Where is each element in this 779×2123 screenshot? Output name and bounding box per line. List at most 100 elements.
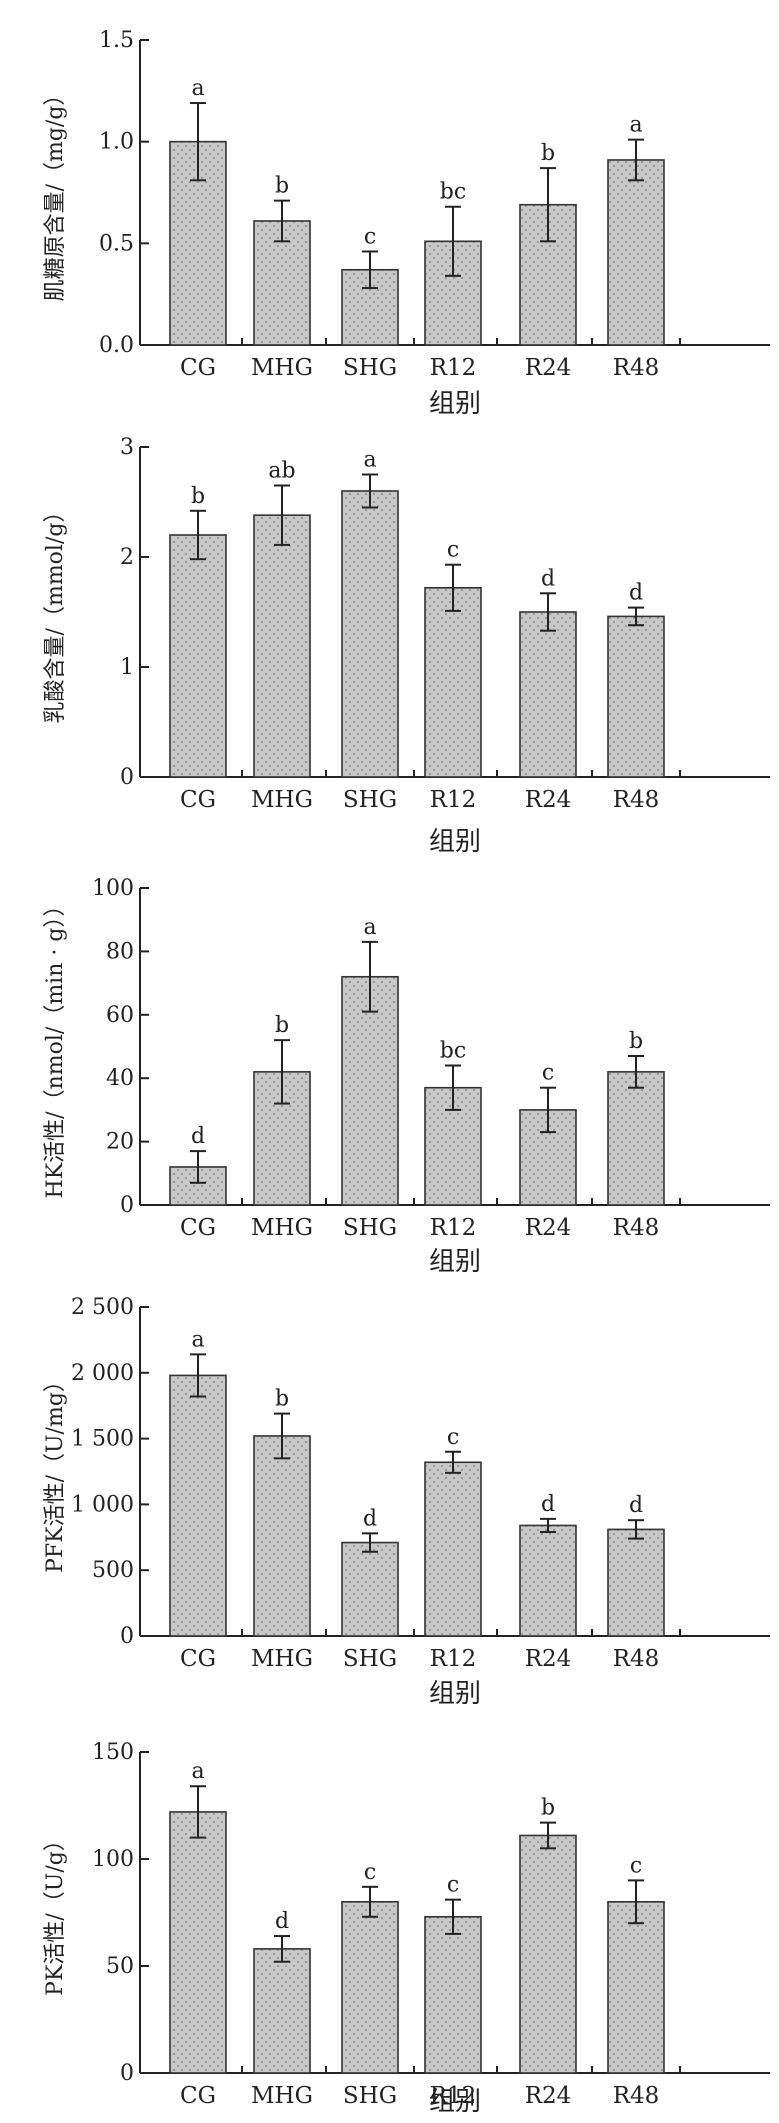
significance-letter: a bbox=[363, 915, 376, 940]
significance-letter: d bbox=[629, 1493, 643, 1518]
significance-letter: b bbox=[541, 1796, 555, 1821]
error-bar-cg bbox=[190, 509, 206, 561]
error-bar-r48 bbox=[628, 138, 644, 182]
y-axis-label: HK活性/（nmol/（min · g）） bbox=[43, 895, 68, 1199]
error-bar-r12 bbox=[445, 1450, 461, 1474]
error-bar-mhg bbox=[274, 199, 290, 243]
significance-letter: c bbox=[364, 1860, 376, 1885]
error-bar-cg bbox=[190, 1785, 206, 1839]
x-tick-label: R48 bbox=[613, 787, 660, 813]
chart-panel-3: 0 20 40 60 80 100 d CG b MHG a SHG bc R12 c R24 b R48 组别 HK… bbox=[43, 876, 770, 1277]
error-bar-r24 bbox=[540, 167, 556, 243]
y-axis-label: 肌糖原含量/（mg/g） bbox=[43, 84, 68, 302]
bar-r12 bbox=[424, 586, 482, 778]
error-bar-r48 bbox=[628, 1519, 644, 1540]
y-tick-label: 0 bbox=[120, 1193, 134, 1218]
y-tick-label: 1.5 bbox=[99, 28, 134, 53]
x-tick-label: SHG bbox=[343, 1646, 397, 1672]
y-axis-label: PK活性/（U/g） bbox=[43, 1829, 68, 1996]
bar-r24 bbox=[519, 1834, 577, 2074]
bar-shg bbox=[341, 268, 399, 346]
significance-letter: a bbox=[363, 448, 376, 473]
significance-letter: ab bbox=[268, 459, 295, 484]
significance-letter: d bbox=[363, 1506, 377, 1531]
error-bar-mhg bbox=[274, 1039, 290, 1105]
significance-letter: a bbox=[191, 76, 204, 101]
x-tick-label: R12 bbox=[430, 355, 477, 381]
y-tick-label: 50 bbox=[106, 1954, 134, 1979]
y-tick-label: 2 500 bbox=[71, 1295, 134, 1320]
x-tick-label: R24 bbox=[525, 787, 572, 813]
bar-r48 bbox=[607, 1901, 665, 2074]
bar-r12 bbox=[424, 1915, 482, 2074]
bar-r48 bbox=[607, 1528, 665, 1637]
x-tick-label: R12 bbox=[430, 1646, 477, 1672]
x-tick-label: R12 bbox=[430, 2083, 477, 2109]
error-bar-r12 bbox=[445, 205, 461, 277]
significance-letter: c bbox=[630, 1853, 642, 1878]
x-axis-label: 组别 bbox=[429, 1247, 481, 1277]
bar-shg bbox=[341, 975, 399, 1206]
error-bar-r48 bbox=[628, 1879, 644, 1925]
bar-r48 bbox=[607, 159, 665, 346]
y-tick-label: 0 bbox=[120, 1624, 134, 1649]
error-bar-r24 bbox=[540, 592, 556, 632]
y-tick-label: 150 bbox=[92, 1740, 134, 1765]
bar-cg bbox=[169, 534, 227, 778]
x-axis-label: 组别 bbox=[429, 1679, 481, 1709]
y-tick-label: 3 bbox=[120, 435, 134, 460]
y-tick-label: 0.5 bbox=[99, 231, 134, 256]
chart-panel-1: 0.0 0.5 1.0 1.5 a CG b MHG c SHG bc R12 b R24 a R48 组别 肌糖… bbox=[43, 28, 770, 419]
bar-r24 bbox=[519, 1524, 577, 1637]
significance-letter: c bbox=[447, 538, 459, 563]
error-bar-cg bbox=[190, 1353, 206, 1398]
significance-letter: d bbox=[629, 581, 643, 606]
significance-letter: a bbox=[629, 113, 642, 138]
x-tick-label: R24 bbox=[525, 1215, 572, 1241]
x-tick-label: MHG bbox=[251, 787, 313, 813]
x-tick-label: CG bbox=[180, 1646, 216, 1672]
y-tick-label: 0.0 bbox=[99, 333, 134, 358]
y-tick-label: 1 000 bbox=[71, 1492, 134, 1517]
y-tick-label: 2 000 bbox=[71, 1361, 134, 1386]
significance-letter: d bbox=[191, 1124, 205, 1149]
x-tick-label: CG bbox=[180, 1215, 216, 1241]
x-tick-label: MHG bbox=[251, 1215, 313, 1241]
y-tick-label: 100 bbox=[92, 1847, 134, 1872]
error-bar-shg bbox=[362, 473, 378, 509]
error-bar-r24 bbox=[540, 1517, 556, 1534]
significance-letter: c bbox=[542, 1061, 554, 1086]
significance-letter: a bbox=[191, 1759, 204, 1784]
y-tick-label: 2 bbox=[120, 545, 134, 570]
significance-letter: bc bbox=[440, 180, 466, 205]
x-tick-label: MHG bbox=[251, 355, 313, 381]
error-bar-shg bbox=[362, 1532, 378, 1553]
chart-panel-2: 0 1 2 3 b CG ab MHG a SHG c R12 d R24 d R48 组别 乳酸含量/（mmol… bbox=[43, 435, 770, 857]
x-axis-label: 组别 bbox=[429, 2087, 481, 2117]
bar-mhg bbox=[253, 514, 311, 778]
error-bar-mhg bbox=[274, 484, 290, 546]
x-tick-label: R24 bbox=[525, 355, 572, 381]
bar-r24 bbox=[519, 611, 577, 778]
x-tick-label: SHG bbox=[343, 1215, 397, 1241]
y-tick-label: 1.0 bbox=[99, 130, 134, 155]
bar-r12 bbox=[424, 1461, 482, 1637]
y-tick-label: 1 bbox=[120, 655, 134, 680]
chart-panel-4: 0 500 1 000 1 500 2 000 2 500 a CG b MHG d SHG c R12 d… bbox=[43, 1295, 770, 1709]
significance-letter: b bbox=[629, 1029, 643, 1054]
bar-mhg bbox=[253, 1435, 311, 1637]
significance-letter: d bbox=[541, 1492, 555, 1517]
significance-letter: d bbox=[541, 566, 555, 591]
y-tick-label: 80 bbox=[106, 939, 134, 964]
x-tick-label: SHG bbox=[343, 2083, 397, 2109]
y-tick-label: 500 bbox=[92, 1558, 134, 1583]
x-tick-label: R12 bbox=[430, 1215, 477, 1241]
significance-letter: c bbox=[447, 1873, 459, 1898]
bar-r48 bbox=[607, 615, 665, 778]
error-bar-shg bbox=[362, 940, 378, 1013]
significance-letter: d bbox=[275, 1909, 289, 1934]
bar-r48 bbox=[607, 1071, 665, 1206]
error-bar-cg bbox=[190, 102, 206, 182]
